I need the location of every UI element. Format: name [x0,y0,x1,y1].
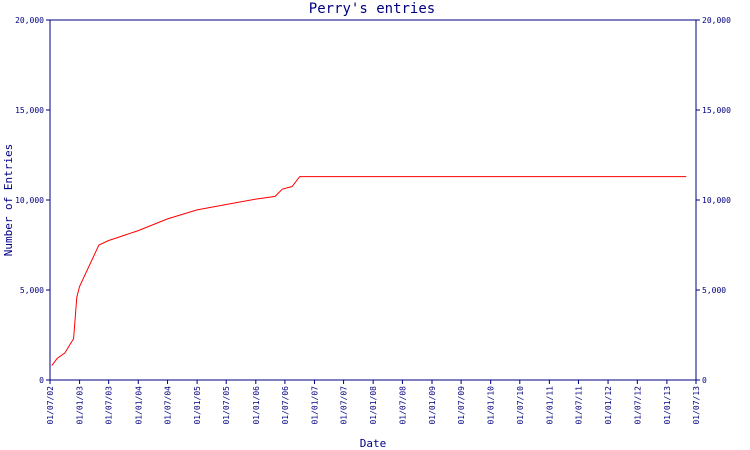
chart-title: Perry's entries [309,1,435,17]
y-tick-label-left: 20,000 [15,16,44,25]
y-tick-label-right: 15,000 [702,106,731,115]
x-tick-label: 01/01/13 [663,386,672,425]
y-tick-label-left: 5,000 [20,286,44,295]
y-tick-label-left: 15,000 [15,106,44,115]
x-tick-label: 01/07/02 [46,386,55,425]
entries-series-line [51,176,687,366]
x-tick-label: 01/01/05 [193,386,202,425]
y-axis-label: Number of Entries [2,144,15,257]
x-tick-label: 01/07/09 [457,386,466,425]
x-axis-label: Date [360,437,387,450]
x-tick-label: 01/07/05 [222,386,231,425]
x-tick-label: 01/01/10 [487,386,496,425]
x-tick-label: 01/07/11 [574,386,583,425]
x-tick-group: 01/07/02 01/01/03 01/07/03 01/01/04 01/07/04… [46,380,701,425]
y-tick-label-left: 0 [39,376,44,385]
x-tick-label: 01/01/09 [428,386,437,425]
x-tick-label: 01/07/08 [398,386,407,425]
x-tick-label: 01/07/10 [516,386,525,425]
x-tick-label: 01/07/13 [692,386,701,425]
y-tick-label-right: 10,000 [702,196,731,205]
y-tick-group: 0 0 5,000 5,000 10,000 10,000 15,000 15,000 20,0… [15,16,731,385]
y-tick-label-right: 0 [702,376,707,385]
x-tick-label: 01/01/06 [252,386,261,425]
y-tick-label-left: 10,000 [15,196,44,205]
x-tick-label: 01/07/03 [105,386,114,425]
x-tick-label: 01/01/04 [134,386,143,425]
y-tick-label-right: 5,000 [702,286,726,295]
x-tick-label: 01/07/06 [281,386,290,425]
x-tick-label: 01/01/08 [369,386,378,425]
x-tick-label: 01/07/12 [633,386,642,425]
x-tick-label: 01/07/04 [164,386,173,425]
x-tick-label: 01/01/03 [76,386,85,425]
x-tick-label: 01/01/07 [310,386,319,425]
x-tick-label: 01/01/12 [604,386,613,425]
y-tick-label-right: 20,000 [702,16,731,25]
x-tick-label: 01/01/11 [545,386,554,425]
x-tick-label: 01/07/07 [340,386,349,425]
